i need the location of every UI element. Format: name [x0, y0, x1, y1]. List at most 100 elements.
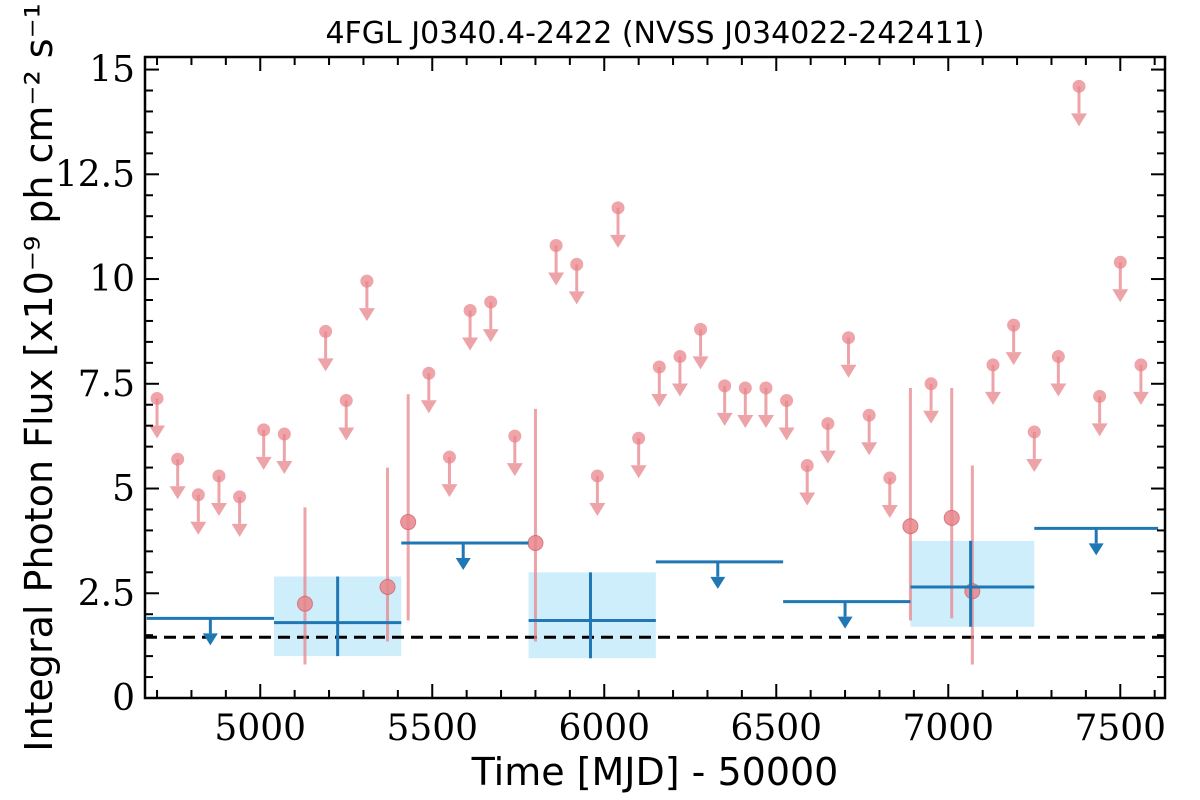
upper-limit-arrow-head	[923, 410, 940, 424]
long-bin-upper-limit-arrow	[455, 542, 471, 570]
upper-limit-arrow-head	[1050, 383, 1067, 397]
upper-limit-arrow-head	[441, 484, 458, 498]
y-tick-label: 10	[89, 259, 135, 300]
x-tick-label: 5000	[214, 708, 306, 749]
upper-limit-point	[319, 324, 333, 338]
upper-limit-arrow-head	[837, 616, 853, 629]
upper-limit-point	[673, 350, 687, 364]
upper-limit-arrow-head	[338, 427, 355, 441]
upper-limit-point	[800, 458, 814, 472]
y-tick-label: 0	[112, 678, 135, 719]
upper-limit-point	[360, 274, 374, 288]
upper-limit-point	[821, 417, 835, 431]
upper-limit-arrow-head	[455, 557, 471, 570]
upper-limit-point	[652, 360, 666, 374]
upper-limit-arrow-head	[671, 383, 688, 397]
upper-limit-point	[1093, 389, 1107, 403]
long-bin-upper-limit-arrow	[1088, 528, 1104, 556]
upper-limit-point	[986, 358, 1000, 372]
long-bin-upper-limit-arrow	[202, 618, 218, 646]
upper-limit-point	[780, 394, 794, 408]
plot-area: 5000 5500 6000 6500 7000 7500 0 2.5 5 7.5 10 12.5 15	[55, 50, 1167, 749]
upper-limit-point	[632, 431, 646, 445]
upper-limit-arrow-head	[420, 400, 437, 414]
upper-limit-arrow-head	[881, 505, 898, 519]
x-tick-label: 5500	[386, 708, 478, 749]
upper-limit-arrow-head	[1091, 423, 1108, 437]
upper-limit-point	[484, 295, 498, 309]
upper-limit-arrow-head	[630, 465, 647, 479]
plot-frame	[143, 55, 1167, 700]
upper-limit-arrow-head	[1132, 391, 1149, 405]
y-tick-label: 12.5	[55, 154, 135, 195]
upper-limit-arrow-head	[1005, 352, 1022, 366]
upper-limit-point	[611, 201, 625, 215]
upper-limit-point	[590, 469, 604, 483]
x-tick-label: 7500	[1074, 708, 1166, 749]
upper-limit-point	[1027, 425, 1041, 439]
y-tick-label: 5	[112, 469, 135, 510]
upper-limit-point	[862, 408, 876, 422]
upper-limit-arrow-head	[799, 492, 816, 506]
upper-limit-arrow-head	[231, 523, 248, 537]
upper-limit-point	[277, 427, 291, 441]
y-tick-label: 15	[89, 50, 135, 91]
chart-title: 4FGL J0340.4-2422 (NVSS J034022-242411)	[325, 16, 984, 51]
upper-limit-arrow-head	[819, 450, 836, 464]
upper-limit-arrow-head	[861, 442, 878, 456]
upper-limit-arrow-head	[190, 521, 207, 535]
long-bin-upper-limit-arrow	[837, 601, 853, 629]
upper-limit-point	[508, 429, 522, 443]
upper-limit-point	[718, 379, 732, 393]
upper-limit-point	[694, 322, 708, 336]
upper-limit-point	[1051, 350, 1065, 364]
upper-limit-point	[212, 469, 226, 483]
upper-limit-arrow-head	[210, 502, 227, 516]
x-tick-label: 6000	[558, 708, 650, 749]
long-bin-upper-limit-arrow	[710, 561, 726, 589]
upper-limit-point	[570, 257, 584, 271]
upper-limit-point	[442, 450, 456, 464]
upper-limit-point	[924, 377, 938, 391]
upper-limit-arrow-head	[506, 463, 523, 477]
upper-limit-point	[759, 381, 773, 395]
y-tick-label: 2.5	[78, 573, 135, 614]
upper-limit-point	[883, 471, 897, 485]
detection-point	[400, 514, 417, 531]
upper-limit-arrow-head	[462, 337, 479, 351]
upper-limit-arrow-head	[255, 456, 272, 470]
upper-limit-arrow-head	[1088, 543, 1104, 556]
upper-limit-arrow-head	[757, 414, 774, 428]
upper-limit-arrow-head	[984, 391, 1001, 405]
detection-point	[902, 518, 919, 535]
upper-limit-arrow-head	[1026, 458, 1043, 472]
y-tick-label: 7.5	[78, 364, 135, 405]
upper-limit-arrow-head	[840, 364, 857, 378]
upper-limit-point	[549, 239, 563, 253]
upper-limit-arrow-head	[568, 291, 585, 305]
detection-point	[379, 578, 396, 595]
upper-limit-arrow-head	[202, 633, 218, 646]
y-axis-label: Integral Photon Flux [x10⁻⁹ ph cm⁻² s⁻¹]	[17, 0, 61, 752]
upper-limit-point	[233, 490, 247, 504]
upper-limit-arrow-head	[169, 486, 186, 500]
upper-limit-arrow-head	[1112, 289, 1129, 303]
upper-limit-point	[171, 452, 185, 466]
upper-limit-arrow-head	[610, 234, 627, 248]
x-axis-label: Time [MJD] - 50000	[471, 750, 839, 794]
upper-limit-point	[1113, 255, 1127, 269]
upper-limit-arrow-head	[710, 576, 726, 589]
x-tick-label: 7000	[902, 708, 994, 749]
upper-limit-point	[1007, 318, 1021, 332]
upper-limit-arrow-head	[1070, 113, 1087, 127]
detection-point	[296, 595, 313, 612]
upper-limit-point	[738, 381, 752, 395]
upper-limit-arrow-head	[548, 272, 565, 286]
upper-limit-arrow-head	[149, 425, 166, 439]
error-band	[528, 572, 656, 659]
upper-limit-arrow-head	[692, 356, 709, 370]
x-tick-label: 6500	[730, 708, 822, 749]
upper-limit-arrow-head	[276, 461, 293, 475]
detection-point	[527, 534, 544, 551]
upper-limit-point	[191, 488, 205, 502]
